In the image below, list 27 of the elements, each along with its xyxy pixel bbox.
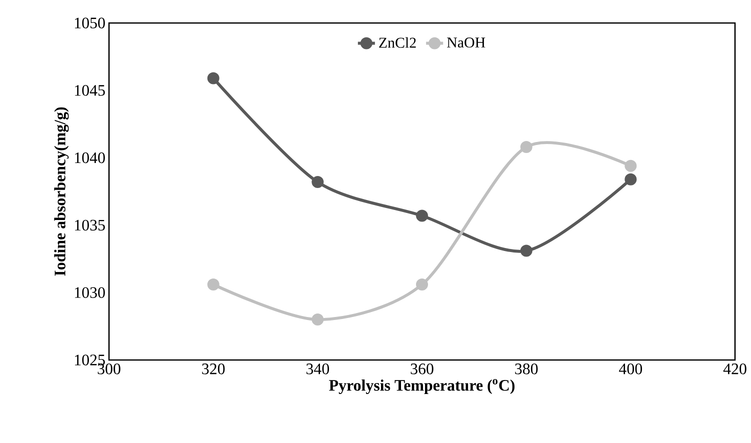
x-tick-label: 300 <box>98 364 120 374</box>
point <box>416 210 428 222</box>
y-tick-label: 1030 <box>75 287 105 298</box>
point <box>520 244 532 257</box>
y-tick-label: 1040 <box>75 152 105 164</box>
x-tick-label: 420 <box>723 364 746 374</box>
x-tick-label: 360 <box>410 364 434 374</box>
y-tick-label: 1025 <box>75 354 105 366</box>
y-tick-label: 1035 <box>75 220 105 231</box>
point <box>207 72 220 84</box>
x-tick-label: 320 <box>202 364 225 374</box>
y-axis-title: Iodine absorbency(mg/g) <box>54 107 69 276</box>
legend-label: ZnCl2 <box>379 37 416 48</box>
x-tick-label: 400 <box>619 364 642 374</box>
x-axis-title: Pyrolysis Temperature ($^{o}$C) <box>329 379 515 394</box>
point <box>207 278 220 290</box>
point <box>624 160 637 172</box>
point <box>312 314 324 326</box>
x-tick-label: 340 <box>306 364 330 374</box>
y-tick-label: 1050 <box>75 18 105 28</box>
point <box>520 141 532 153</box>
legend-label: NaOH <box>447 38 486 48</box>
point <box>312 176 324 188</box>
point <box>624 173 637 186</box>
x-tick-label: 380 <box>515 364 538 374</box>
point <box>416 278 428 290</box>
y-tick-label: 1045 <box>75 85 105 96</box>
